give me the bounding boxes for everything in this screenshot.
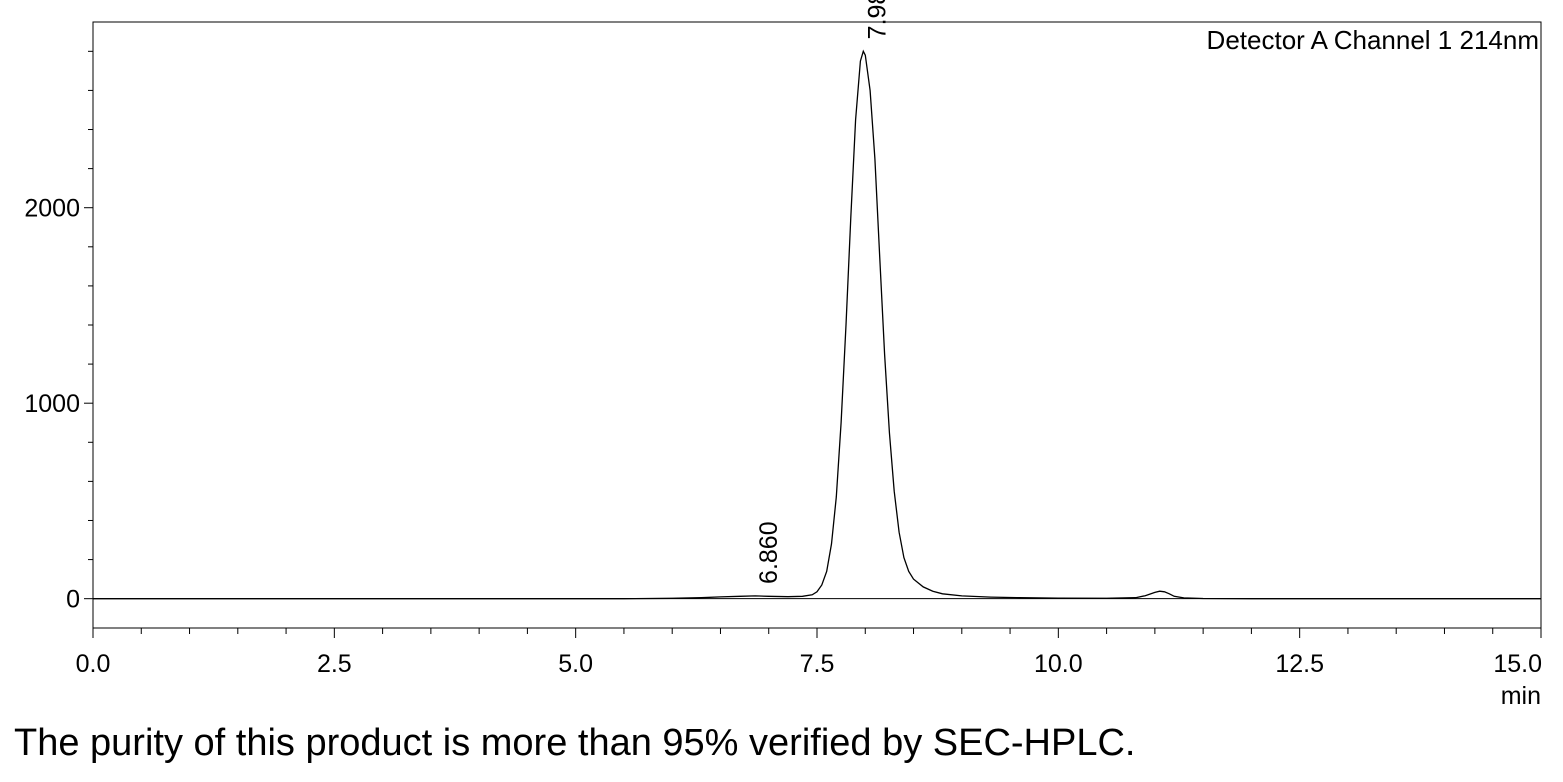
x-axis-label: min	[1501, 682, 1541, 710]
peak-label: 7.980	[863, 0, 891, 39]
y-tick-label: 2000	[24, 195, 80, 223]
y-tick-label: 0	[66, 586, 80, 614]
x-tick-label: 10.0	[1034, 650, 1083, 678]
y-axis-ticks: 0 1000 2000	[24, 50, 93, 614]
x-tick-label: 2.5	[317, 650, 352, 678]
x-axis-ticks: 0.0 2.5 5.0 7.5 10.0 12.5 15.0	[76, 628, 1542, 678]
chromatogram-trace	[93, 49, 1541, 600]
peak-label: 6.860	[755, 521, 783, 584]
peak-annotations: 7.980 6.860	[755, 0, 891, 584]
y-tick-label: 1000	[24, 390, 80, 418]
x-tick-label: 15.0	[1493, 650, 1542, 678]
purity-caption: The purity of this product is more than …	[14, 722, 1136, 764]
detector-legend: Detector A Channel 1 214nm	[1207, 25, 1539, 55]
x-tick-label: 5.0	[558, 650, 593, 678]
x-tick-label: 0.0	[76, 650, 111, 678]
hplc-chromatogram: 0 1000 2000 0.0 2.5 5.0 7.5 10.0 12.5 15.0 7.980…	[24, 0, 1542, 710]
plot-frame	[92, 21, 1542, 629]
x-tick-label: 7.5	[800, 650, 835, 678]
x-tick-label: 12.5	[1275, 650, 1324, 678]
